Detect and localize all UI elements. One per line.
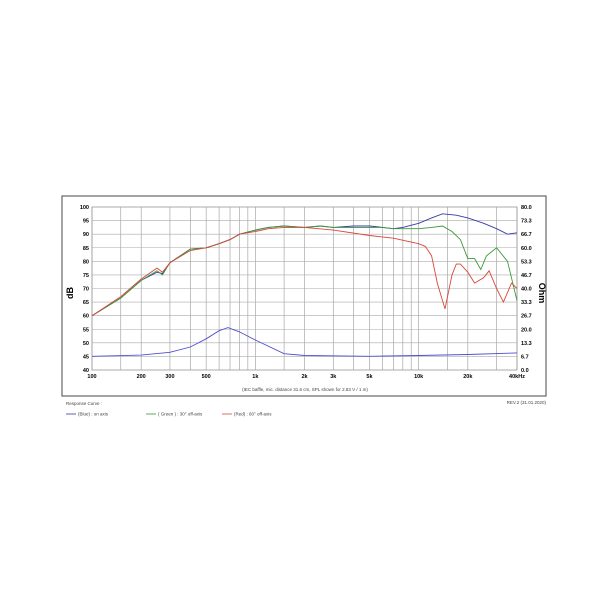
y-tick-label: 65 (83, 300, 89, 306)
x-tick-label: 1k (252, 374, 259, 380)
x-tick-label: 40kHz (509, 374, 525, 380)
y-tick-label: 80 (83, 259, 89, 265)
y2-tick-label: 40.0 (521, 287, 532, 293)
y2-tick-label: 0.0 (521, 368, 529, 374)
y2-axis-label: Ohm (537, 283, 547, 304)
y2-tick-label: 66.7 (521, 232, 532, 238)
x-tick-label: 3k (330, 374, 337, 380)
y2-tick-label: 6.7 (521, 354, 529, 360)
series-line-2 (91, 225, 518, 317)
y-tick-label: 90 (83, 232, 89, 238)
y2-tick-label: 46.7 (521, 273, 532, 279)
y-tick-label: 45 (83, 354, 89, 360)
y2-tick-label: 73.3 (521, 219, 532, 225)
y-tick-label: 100 (80, 205, 89, 211)
y-tick-label: 75 (83, 273, 89, 279)
y-tick-label: 95 (83, 219, 89, 225)
x-tick-label: 5k (366, 374, 373, 380)
x-tick-label: 200 (137, 374, 146, 380)
y-tick-label: 50 (83, 341, 89, 347)
y-axis-label: dB (65, 287, 75, 299)
x-tick-label: 2k (301, 374, 308, 380)
series-line-3 (91, 226, 518, 317)
x-tick-label: 500 (202, 374, 211, 380)
series-line-4 (91, 327, 518, 357)
chart-frame (61, 195, 547, 397)
y2-tick-label: 33.3 (521, 300, 532, 306)
y-tick-label: 55 (83, 327, 89, 333)
x-tick-label: 20k (463, 374, 473, 380)
y-tick-label: 85 (83, 246, 89, 252)
x-tick-label: 10k (414, 374, 424, 380)
y-tick-label: 70 (83, 287, 89, 293)
y2-tick-label: 26.7 (521, 314, 532, 320)
revision-label: REV.2 (31.01.2020) (507, 400, 547, 405)
x-tick-label: 300 (165, 374, 174, 380)
y-tick-label: 40 (83, 368, 89, 374)
y2-tick-label: 60.0 (521, 246, 532, 252)
y2-tick-label: 13.3 (521, 341, 532, 347)
x-tick-label: 100 (87, 374, 96, 380)
legend-entry: (Red) : 60° off-axis (234, 412, 272, 417)
y2-tick-label: 80.0 (521, 205, 532, 211)
y2-tick-label: 53.3 (521, 259, 532, 265)
y-tick-label: 60 (83, 314, 89, 320)
chart-caption: (IEC baffle, mic. distance 31.6 cm, SPL … (242, 387, 368, 392)
legend-entry: (Blue) : on axis (78, 412, 109, 417)
y2-tick-label: 20.0 (521, 327, 532, 333)
legend-entry: ( Green ) : 30° off-axis (158, 412, 203, 417)
legend-title: Response Curve : (66, 401, 102, 406)
